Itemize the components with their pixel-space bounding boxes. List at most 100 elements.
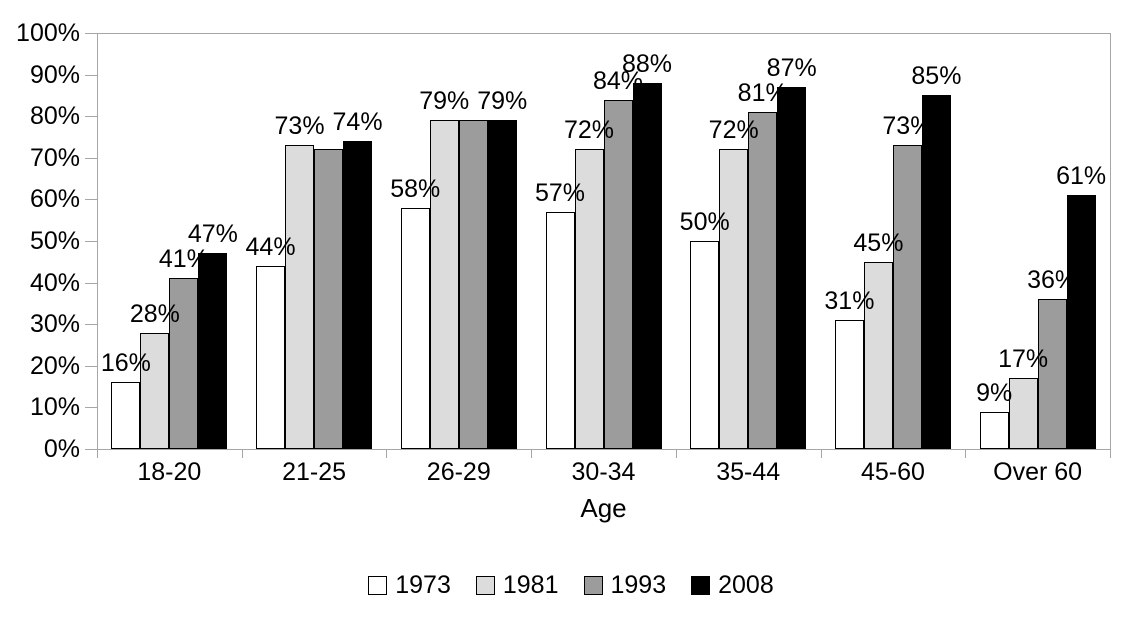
bar-1973-18-20 — [111, 382, 141, 449]
legend-swatch-icon — [583, 575, 603, 595]
x-axis-category-label: 45-60 — [860, 458, 925, 486]
x-tick — [97, 449, 98, 458]
bar-1973-30-34 — [545, 212, 575, 449]
bar-value-label: 79% — [477, 87, 528, 115]
bar-value-label: 73% — [882, 112, 933, 140]
x-tick — [821, 449, 822, 458]
bar-value-label: 16% — [100, 349, 151, 377]
bar-value-label: 72% — [563, 116, 615, 144]
bar-value-label: 58% — [390, 175, 441, 203]
y-tick — [85, 241, 97, 242]
bar-1993-26-29 — [458, 120, 488, 449]
y-axis-line — [97, 33, 98, 449]
x-tick — [676, 449, 677, 458]
bar-value-label: 81% — [737, 79, 788, 107]
bar-value-label: 36% — [1027, 266, 1078, 294]
bar-value-label: 17% — [998, 345, 1049, 373]
bar-1993-35-44 — [748, 112, 778, 449]
legend-label: 1973 — [395, 571, 451, 599]
bar-2008-35-44 — [777, 87, 807, 449]
x-tick — [242, 449, 243, 458]
legend-label: 2008 — [718, 571, 774, 599]
bar-2008-21-25 — [343, 141, 373, 449]
legend-label: 1981 — [502, 571, 559, 599]
bar-value-label: 50% — [679, 208, 730, 236]
y-tick — [85, 282, 97, 284]
bar-value-label: 84% — [592, 67, 644, 95]
bar-1981-21-25 — [285, 145, 315, 449]
bar-1973-35-44 — [690, 241, 720, 449]
bar-value-label: 44% — [245, 233, 296, 261]
legend: 1973 1981 1993 2008 — [0, 572, 1142, 598]
plot-right-border — [1110, 33, 1111, 449]
bar-value-label: 85% — [911, 62, 962, 90]
bar-1993-18-20 — [169, 278, 199, 449]
bar-1973-Over 60 — [979, 412, 1009, 449]
bar-value-label: 45% — [853, 229, 904, 257]
y-axis-tick-label: 20% — [29, 351, 80, 380]
x-axis-category-label: 26-29 — [426, 458, 491, 486]
y-axis-tick-label: 90% — [29, 60, 80, 89]
gridline-100 — [97, 33, 1111, 34]
y-tick — [85, 324, 97, 326]
bar-value-label: 79% — [419, 87, 470, 115]
bar-2008-18-20 — [198, 253, 228, 449]
bar-value-label: 41% — [158, 245, 209, 273]
legend-swatch-icon — [475, 575, 495, 595]
y-axis-tick-label: 80% — [29, 102, 80, 131]
y-tick — [85, 449, 97, 450]
bar-2008-Over 60 — [1066, 195, 1096, 449]
x-axis-category-label: 35-44 — [716, 458, 781, 486]
bar-value-label: 9% — [976, 379, 1013, 407]
y-tick — [85, 116, 97, 118]
y-tick — [85, 199, 97, 201]
bar-2008-26-29 — [487, 120, 517, 449]
x-axis-category-label: Over 60 — [993, 458, 1083, 486]
x-axis-title: Age — [580, 493, 627, 523]
bar-1973-26-29 — [400, 208, 430, 449]
bar-1981-45-60 — [863, 262, 893, 449]
x-axis-line — [97, 449, 1111, 450]
bar-1981-30-34 — [574, 149, 604, 449]
bar-value-label: 47% — [187, 220, 238, 248]
bar-2008-30-34 — [632, 83, 662, 449]
bar-1993-21-25 — [314, 149, 344, 449]
y-tick — [85, 407, 97, 409]
bar-value-label: 31% — [824, 287, 875, 315]
legend-item-1973: 1973 — [368, 572, 451, 598]
bar-1981-26-29 — [429, 120, 459, 449]
bar-1981-35-44 — [719, 149, 749, 449]
x-tick — [1110, 449, 1111, 458]
x-tick — [386, 449, 387, 458]
bar-1993-45-60 — [892, 145, 922, 449]
bar-value-label: 57% — [534, 179, 586, 207]
legend-swatch-icon — [691, 575, 711, 595]
legend-item-1993: 1993 — [583, 571, 667, 599]
y-axis-tick-label: 30% — [29, 310, 80, 339]
x-axis-category-label: 21-25 — [282, 458, 347, 486]
y-tick — [85, 157, 97, 159]
legend-item-2008: 2008 — [691, 572, 774, 598]
bar-value-label: 73% — [274, 112, 325, 140]
bar-2008-45-60 — [921, 95, 951, 449]
legend-label: 1993 — [610, 571, 667, 599]
bar-value-label: 61% — [1056, 162, 1107, 190]
y-axis-tick-label: 0% — [43, 435, 80, 463]
bar-1973-45-60 — [834, 320, 864, 449]
y-tick — [85, 74, 97, 76]
x-axis-category-label: 30-34 — [571, 458, 636, 486]
y-axis-tick-label: 50% — [29, 227, 80, 255]
bar-1993-30-34 — [603, 100, 633, 449]
bar-1981-18-20 — [140, 333, 170, 449]
x-tick — [531, 449, 532, 458]
x-tick — [965, 449, 966, 458]
y-axis-tick-label: 60% — [29, 185, 80, 214]
bar-value-label: 28% — [129, 300, 180, 328]
y-axis-tick-label: 70% — [29, 143, 80, 172]
bar-1981-Over 60 — [1008, 378, 1038, 449]
x-axis-category-label: 18-20 — [137, 458, 202, 486]
y-axis-tick-label: 10% — [29, 393, 80, 422]
bar-value-label: 88% — [621, 50, 673, 78]
bar-value-label: 72% — [708, 116, 759, 144]
